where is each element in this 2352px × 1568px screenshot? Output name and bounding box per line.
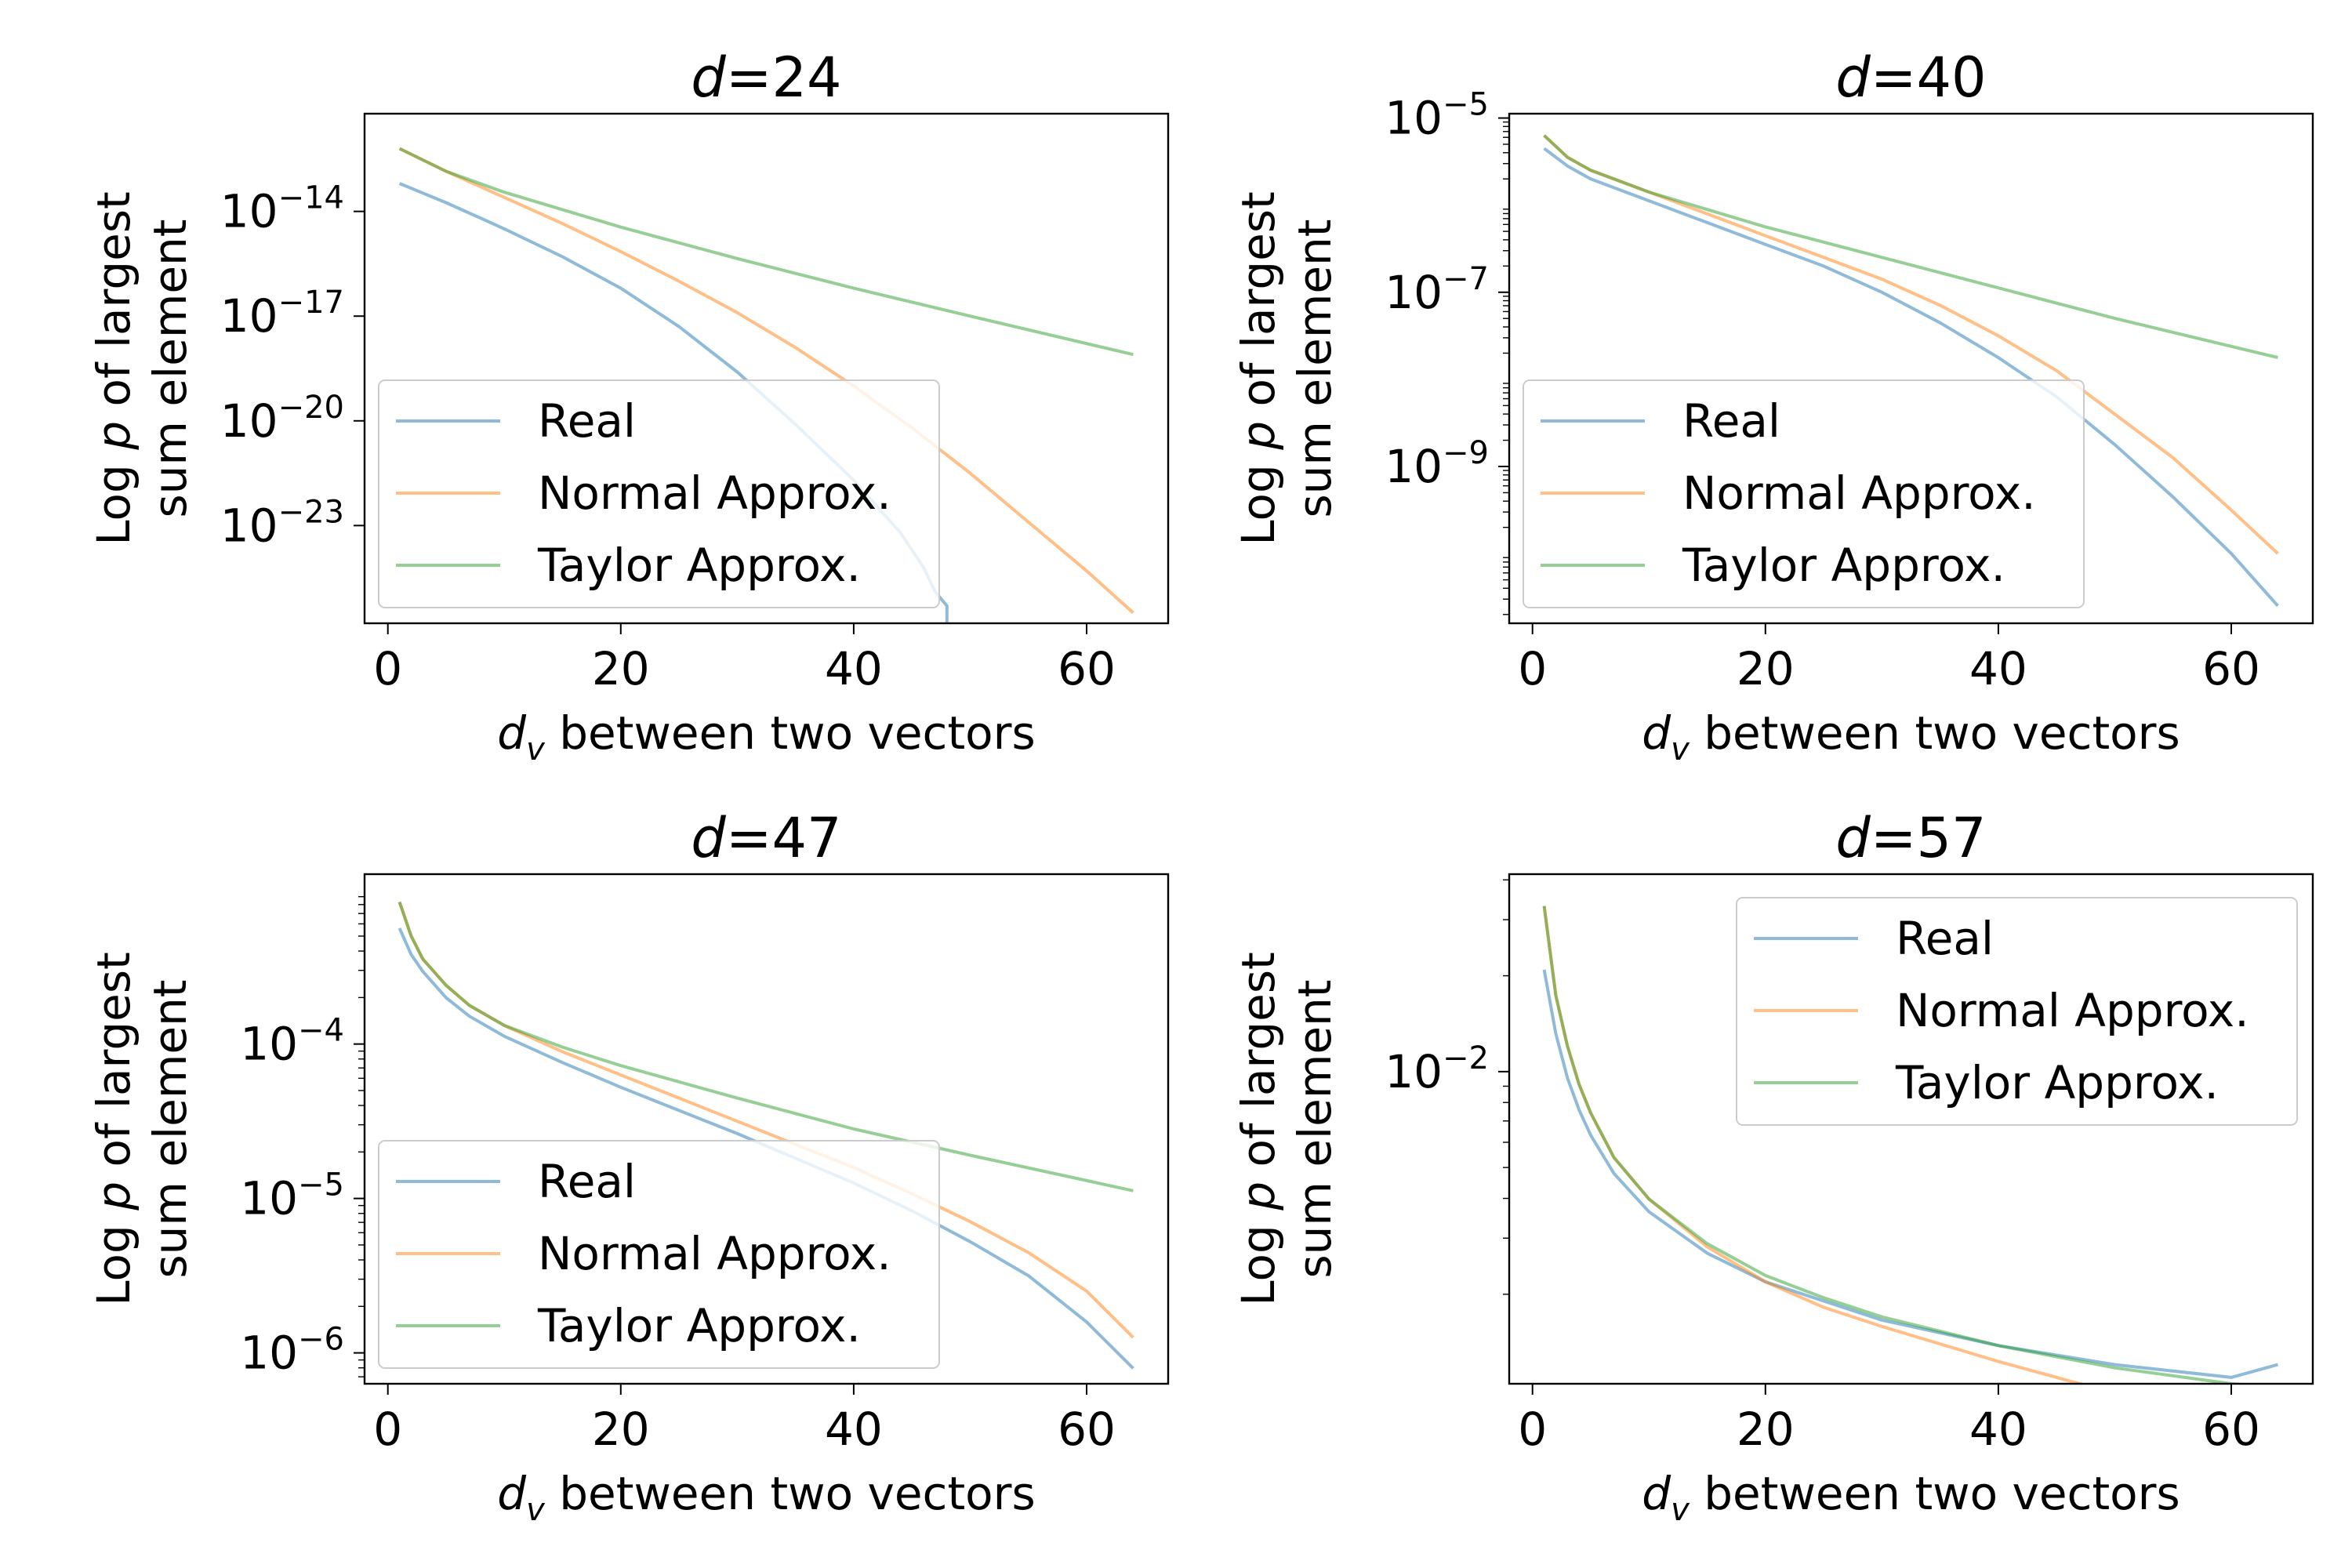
x-tick-label: 60 <box>1058 642 1116 695</box>
x-tick-label: 20 <box>592 1403 650 1456</box>
x-tick-label: 40 <box>1969 642 2027 695</box>
subplot-3: d=47 0 20 40 60 10−4 10−5 10−6 dv between two ve… <box>87 806 1170 1528</box>
series-line-real <box>397 927 1134 1370</box>
y-axis-label-line2: sum element <box>1288 979 1341 1278</box>
plot-frame <box>363 873 1170 1385</box>
legend-label-real: Real <box>1682 394 1780 448</box>
y-axis-label: Log p of largest <box>1232 952 1285 1306</box>
y-axis-label: Log p of largest <box>1232 191 1285 546</box>
x-tick-label: 20 <box>1737 642 1795 695</box>
x-tick-label: 60 <box>1058 1403 1116 1456</box>
y-tick-label: 10−5 <box>1385 87 1489 145</box>
y-tick-label: 10−2 <box>1385 1040 1489 1098</box>
x-tick-label: 60 <box>2202 642 2260 695</box>
legend-box <box>1523 379 2085 608</box>
y-tick-label: 10−4 <box>240 1013 344 1071</box>
y-axis-label-line2: sum element <box>143 219 197 517</box>
legend: Real Normal Approx. Taylor Approx. <box>1523 379 2085 608</box>
legend-label-normal: Normal Approx. <box>538 466 891 520</box>
x-tick-label: 40 <box>825 642 883 695</box>
series-line-taylor <box>398 147 1134 357</box>
subplot-2: d=40 0 20 40 60 10−5 10−7 10−9 dv between two ve… <box>1232 45 2314 768</box>
y-tick-label: 10−20 <box>220 390 344 448</box>
legend-label-taylor: Taylor Approx. <box>537 1299 861 1352</box>
legend-label-real: Real <box>538 1155 636 1208</box>
legend-label-taylor: Taylor Approx. <box>537 539 861 592</box>
x-axis-label: dv between two vectors <box>497 706 1035 768</box>
series-line-taylor <box>1542 906 2255 1384</box>
y-axis-label-line2: sum element <box>1288 219 1341 517</box>
subplot-4: d=57 0 20 40 60 10−2 dv between two vectors Log… <box>1232 806 2314 1528</box>
subplot-title: d=57 <box>1835 806 1986 870</box>
series-line-real <box>1542 969 2278 1379</box>
x-tick-label: 0 <box>373 642 402 695</box>
subplot-title: d=24 <box>691 45 841 110</box>
legend: Real Normal Approx. Taylor Approx. <box>1736 897 2298 1126</box>
y-tick-label: 10−7 <box>1385 261 1489 319</box>
plot-frame <box>1508 112 2314 625</box>
legend-label-taylor: Taylor Approx. <box>1682 539 2005 592</box>
y-tick-label: 10−6 <box>240 1322 344 1380</box>
legend: Real Normal Approx. Taylor Approx. <box>378 379 940 608</box>
x-tick-label: 40 <box>1969 1403 2027 1456</box>
y-axis-label: Log p of largest <box>87 952 140 1306</box>
legend: Real Normal Approx. Taylor Approx. <box>378 1140 940 1369</box>
series-line-real <box>1543 147 2279 608</box>
y-tick-label: 10−23 <box>220 494 344 552</box>
series-line-taylor <box>1543 134 2278 360</box>
series-line-normal <box>398 147 1134 615</box>
subplot-title: d=40 <box>1835 45 1986 110</box>
y-axis-label: Log p of largest <box>87 191 140 546</box>
x-axis-label: dv between two vectors <box>1642 1467 2180 1528</box>
series-line-taylor <box>397 901 1134 1192</box>
plot-frame <box>1508 873 2314 1385</box>
y-tick-label: 10−14 <box>220 180 344 238</box>
legend-label-real: Real <box>538 394 636 448</box>
legend-box <box>1736 897 2298 1126</box>
plot-frame <box>363 112 1170 625</box>
y-axis-label-line2: sum element <box>143 979 197 1278</box>
y-tick-label: 10−5 <box>240 1167 344 1225</box>
legend-box <box>378 379 940 608</box>
y-tick-label: 10−17 <box>220 285 344 343</box>
legend-label-normal: Normal Approx. <box>1682 466 2036 520</box>
legend-box <box>378 1140 940 1369</box>
series-lines <box>1542 906 2278 1384</box>
x-tick-label: 0 <box>1518 642 1547 695</box>
series-lines <box>397 901 1134 1370</box>
x-axis-label: dv between two vectors <box>1642 706 2180 768</box>
x-tick-label: 20 <box>1737 1403 1795 1456</box>
series-lines <box>1543 134 2279 608</box>
subplot-1: d=24 0 20 40 60 10−14 10−17 10−20 10−23 dv betwee… <box>87 45 1170 768</box>
legend-label-normal: Normal Approx. <box>1896 984 2249 1037</box>
legend-label-taylor: Taylor Approx. <box>1895 1056 2219 1109</box>
x-axis-label: dv between two vectors <box>497 1467 1035 1528</box>
x-tick-label: 40 <box>825 1403 883 1456</box>
x-tick-label: 20 <box>592 642 650 695</box>
x-tick-label: 0 <box>373 1403 402 1456</box>
x-tick-label: 0 <box>1518 1403 1547 1456</box>
x-tick-label: 60 <box>2202 1403 2260 1456</box>
legend-label-real: Real <box>1896 912 1994 965</box>
legend-label-normal: Normal Approx. <box>538 1227 891 1280</box>
y-tick-label: 10−9 <box>1385 435 1489 493</box>
subplot-title: d=47 <box>691 806 841 870</box>
